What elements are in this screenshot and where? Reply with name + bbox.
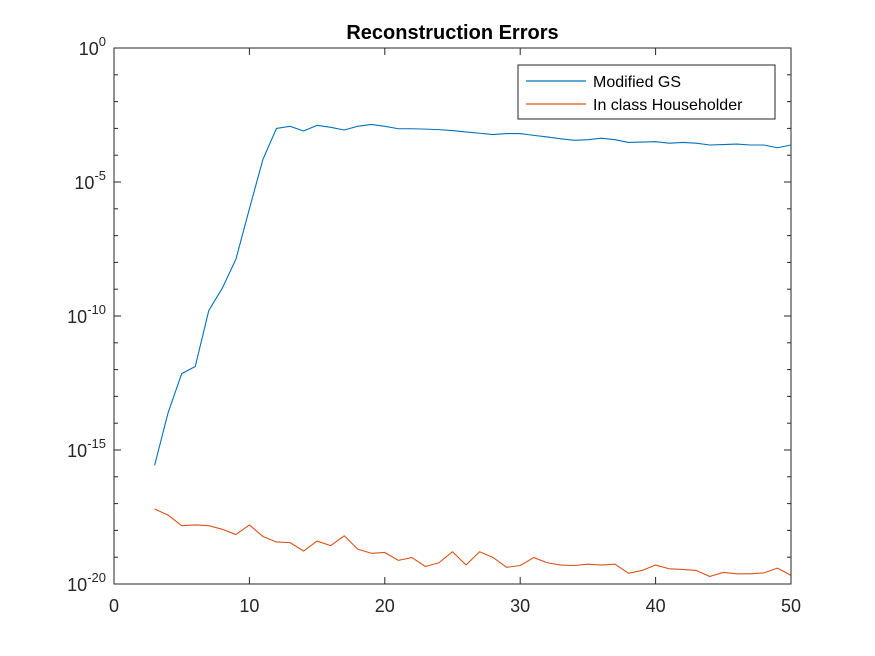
y-tick-label-exponent: -20 [87, 570, 106, 585]
y-tick-label-exponent: -5 [94, 168, 106, 183]
legend-label-1: Modified GS [593, 74, 681, 91]
x-tick-label: 40 [646, 596, 666, 616]
plot-background [114, 48, 791, 584]
x-tick-label: 30 [510, 596, 530, 616]
y-tick-label-exponent: -10 [87, 302, 106, 317]
legend: Modified GS In class Householder [517, 64, 776, 120]
y-tick-label: 10-5 [74, 168, 106, 193]
y-tick-label: 10-20 [67, 570, 106, 595]
y-tick-label: 100 [79, 34, 106, 59]
plot-area [114, 48, 791, 584]
y-tick-label-base: 10 [67, 441, 87, 461]
legend-label-2: In class Householder [593, 97, 743, 114]
y-tick-label-base: 10 [67, 575, 87, 595]
y-tick-label-base: 10 [74, 173, 94, 193]
y-tick-label: 10-10 [67, 302, 106, 327]
series-line-2 [154, 508, 792, 578]
x-tick-label: 20 [375, 596, 395, 616]
x-tick-label: 10 [239, 596, 259, 616]
y-tick-label-base: 10 [79, 39, 99, 59]
y-tick-label-exponent: 0 [99, 34, 106, 49]
x-tick-label: 0 [109, 596, 119, 616]
y-tick-label-base: 10 [67, 307, 87, 327]
chart-title: Reconstruction Errors [346, 22, 558, 44]
series-line-1 [154, 123, 792, 466]
legend-box [517, 64, 776, 120]
series-layer [154, 123, 792, 578]
y-tick-label-exponent: -15 [87, 436, 106, 451]
x-tick-label: 50 [781, 596, 801, 616]
y-tick-label: 10-15 [67, 436, 106, 461]
